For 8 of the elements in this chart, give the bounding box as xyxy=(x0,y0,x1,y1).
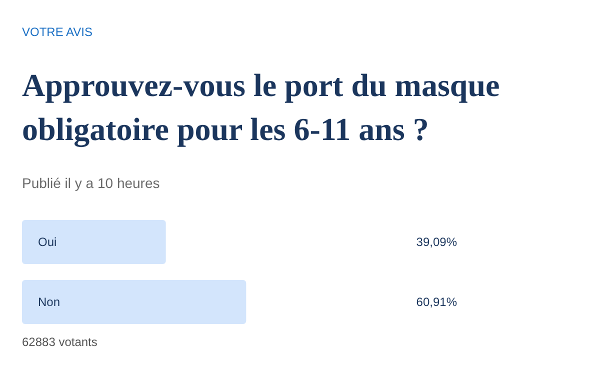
y-tick-label: Non xyxy=(38,295,60,309)
chart-subtitle: Publié il y a 10 heures xyxy=(22,175,160,191)
data-label: 39,09% xyxy=(416,235,458,249)
data-label: 60,91% xyxy=(416,295,458,309)
y-tick-label: Oui xyxy=(38,235,57,249)
text: 62883 votants xyxy=(22,335,98,349)
chart-title: Approuvez-vous le port du masque obligatoire pour les 6-11 ans ? xyxy=(22,67,500,148)
text: VOTRE AVIS xyxy=(22,25,92,39)
